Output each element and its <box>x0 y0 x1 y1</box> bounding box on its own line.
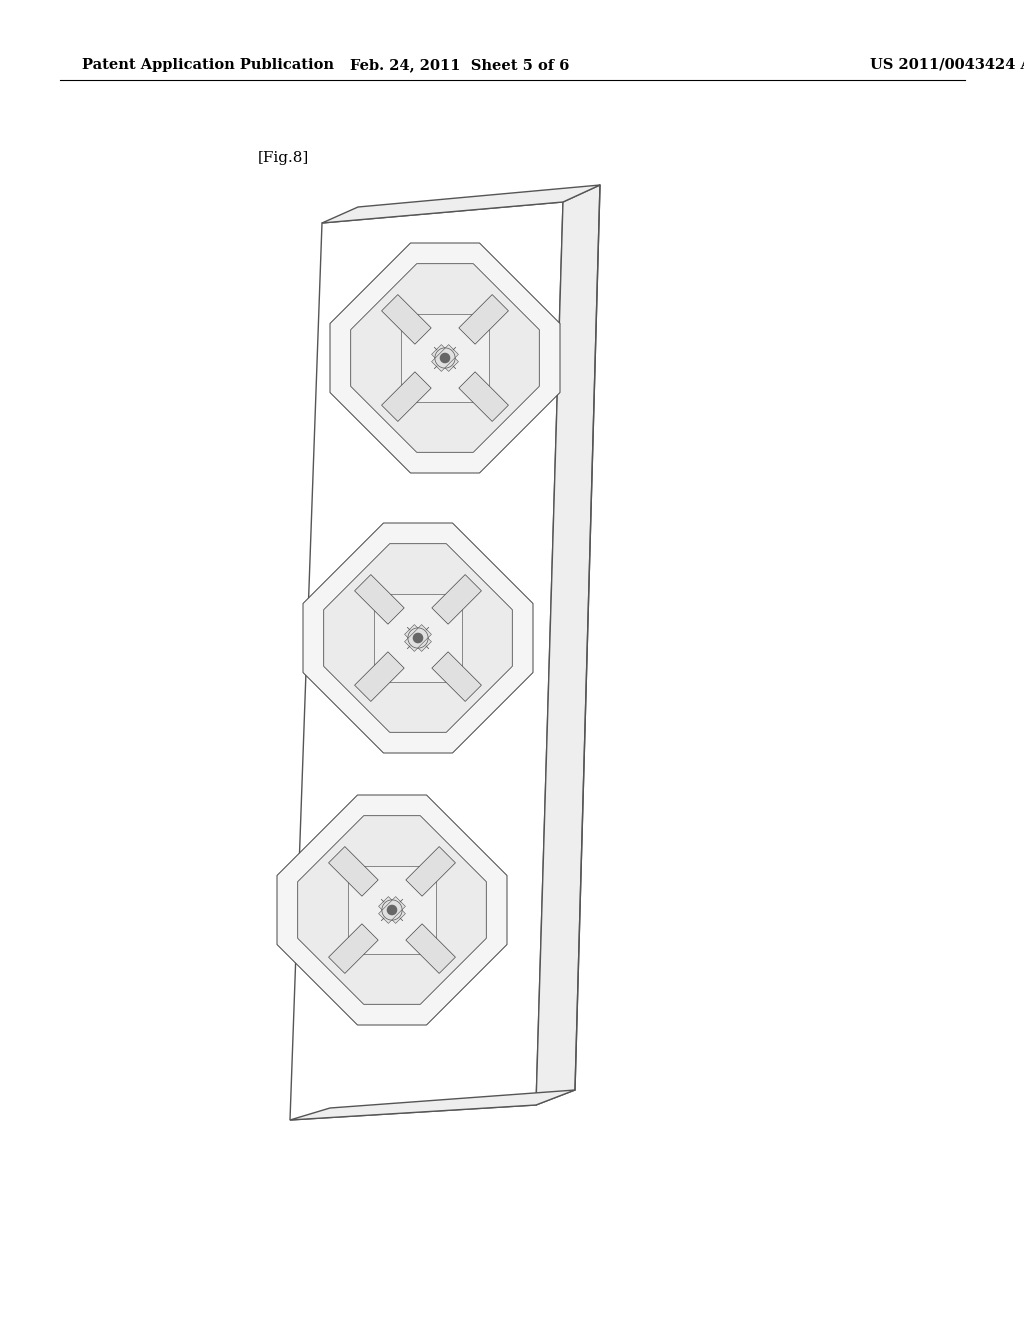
Polygon shape <box>354 652 404 701</box>
Polygon shape <box>278 795 507 1026</box>
Polygon shape <box>290 202 563 1119</box>
Polygon shape <box>330 243 560 473</box>
Text: Feb. 24, 2011  Sheet 5 of 6: Feb. 24, 2011 Sheet 5 of 6 <box>350 58 569 73</box>
Polygon shape <box>382 294 431 345</box>
Circle shape <box>387 906 396 915</box>
Polygon shape <box>322 185 600 223</box>
Polygon shape <box>354 574 404 624</box>
Polygon shape <box>404 624 431 651</box>
Polygon shape <box>350 264 540 453</box>
Polygon shape <box>348 866 435 953</box>
Circle shape <box>440 354 450 363</box>
Circle shape <box>414 634 423 643</box>
Polygon shape <box>329 846 378 896</box>
Polygon shape <box>379 896 406 924</box>
Polygon shape <box>459 294 509 345</box>
Text: [Fig.8]: [Fig.8] <box>258 150 309 165</box>
Polygon shape <box>459 372 509 421</box>
Polygon shape <box>329 924 378 973</box>
Polygon shape <box>406 846 456 896</box>
Polygon shape <box>382 372 431 421</box>
Polygon shape <box>401 314 488 401</box>
Polygon shape <box>432 652 481 701</box>
Polygon shape <box>406 924 456 973</box>
Polygon shape <box>404 624 431 651</box>
Polygon shape <box>379 896 406 924</box>
Polygon shape <box>375 594 462 681</box>
Text: US 2011/0043424 A1: US 2011/0043424 A1 <box>870 58 1024 73</box>
Polygon shape <box>536 185 600 1105</box>
Text: Patent Application Publication: Patent Application Publication <box>82 58 334 73</box>
Polygon shape <box>303 523 534 752</box>
Polygon shape <box>290 1090 575 1119</box>
Polygon shape <box>298 816 486 1005</box>
Polygon shape <box>431 345 459 371</box>
Polygon shape <box>432 574 481 624</box>
Polygon shape <box>324 544 512 733</box>
Polygon shape <box>431 345 459 371</box>
